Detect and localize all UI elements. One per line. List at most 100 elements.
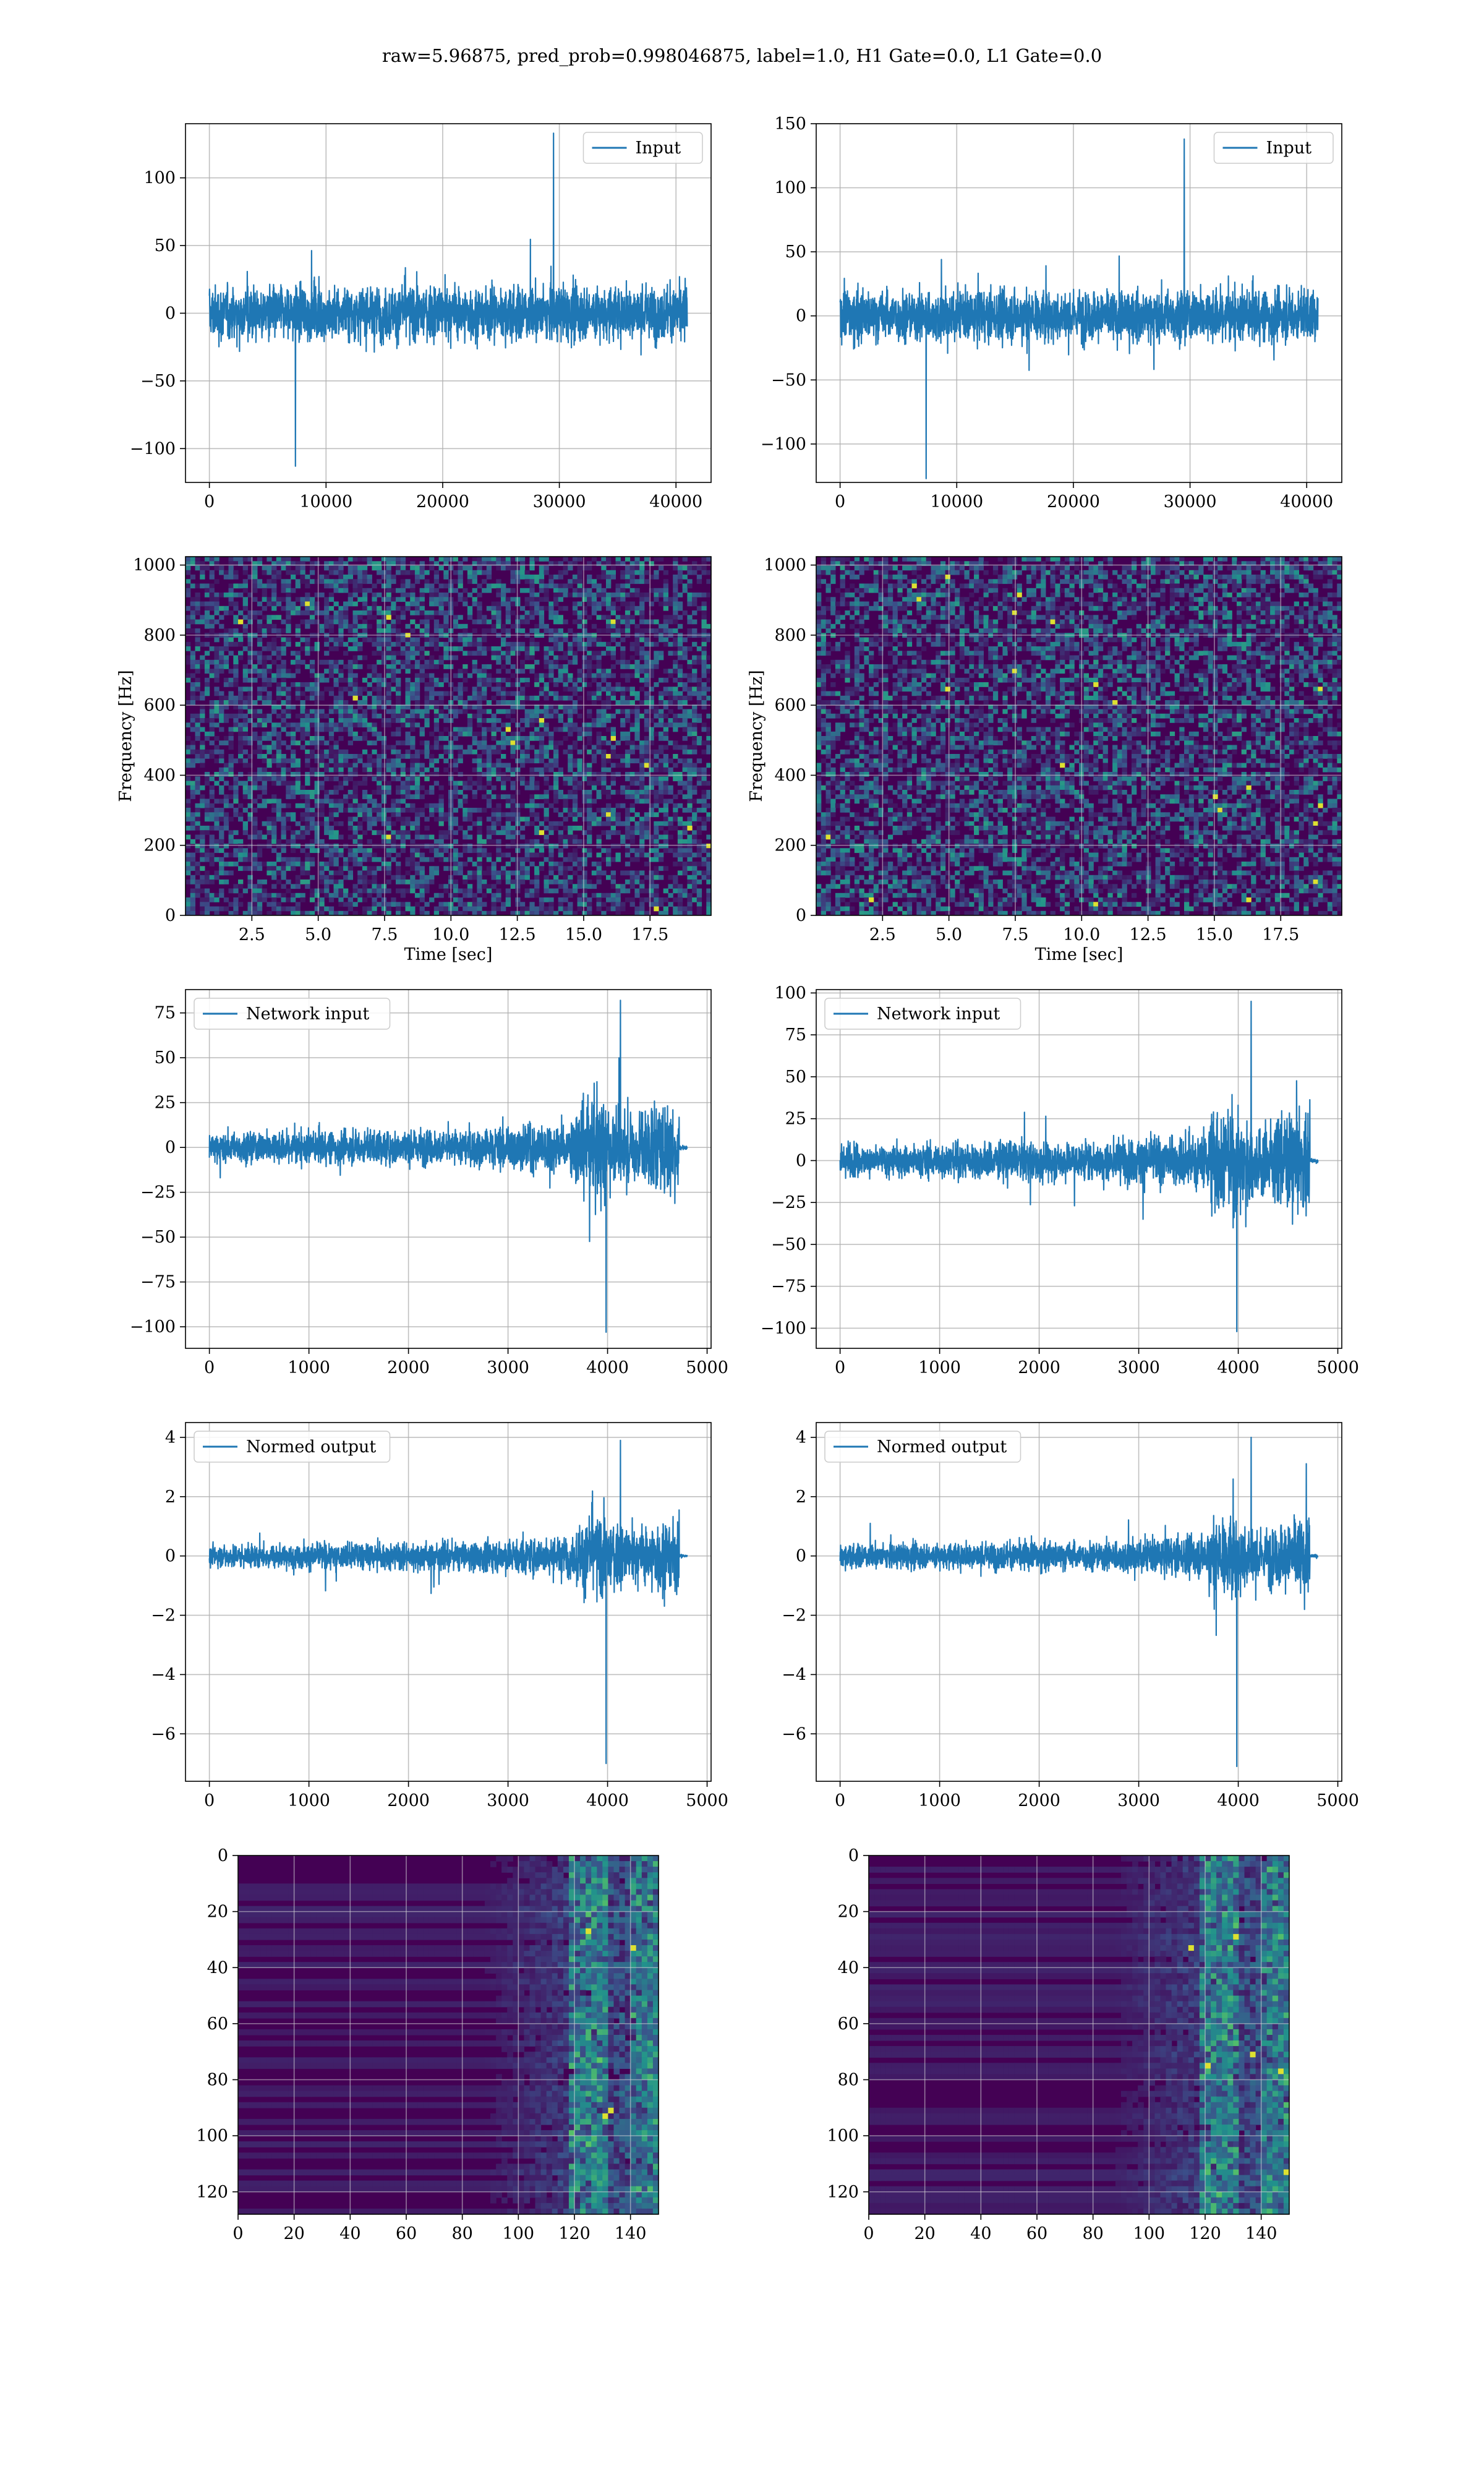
spectrogram-h1-cell — [519, 704, 526, 710]
spectrogram-h1-cell — [453, 785, 458, 790]
spectrogram-h1-cell — [333, 646, 339, 651]
spectrogram-h1-cell — [625, 606, 631, 611]
spectrogram-h1-cell — [706, 669, 712, 674]
spectrogram-h1-cell — [391, 830, 396, 836]
spectrogram-h1-cell — [534, 673, 540, 678]
spectrogram-h1-cell — [472, 619, 477, 625]
spectrogram-h1-cell — [410, 628, 416, 633]
spectrogram-h1-cell — [309, 736, 315, 741]
spectrogram-h1-cell — [219, 704, 224, 710]
spectrogram-h1-cell — [472, 659, 477, 665]
spectrogram-h1-cell — [252, 834, 258, 840]
spectrogram-h1-cell — [386, 866, 391, 871]
spectrogram-h1-cell — [377, 857, 382, 862]
spectrogram-h1-cell — [610, 870, 616, 876]
spectrogram-h1-cell — [663, 619, 668, 625]
spectrogram-h1-cell — [295, 740, 301, 746]
spectrogram-h1-cell — [505, 628, 511, 633]
spectrogram-h1-cell — [338, 736, 344, 741]
spectrogram-h1-cell — [625, 740, 631, 746]
spectrogram-h1-cell — [372, 606, 377, 611]
spectrogram-h1-cell — [539, 749, 545, 755]
spectrogram-h1-cell — [692, 673, 697, 678]
spectrogram-h1-cell — [477, 839, 482, 844]
input-h1-ytick-label: 50 — [155, 236, 176, 255]
spectrogram-h1-cell — [649, 727, 654, 732]
spectrogram-h1-cell — [242, 646, 248, 651]
spectrogram-h1-cell — [357, 812, 363, 818]
spectrogram-h1-cell — [563, 583, 568, 589]
spectrogram-h1-cell — [706, 637, 712, 643]
spectrogram-h1-cell — [267, 892, 272, 898]
spectrogram-h1-cell — [319, 870, 325, 876]
spectrogram-h1-cell — [429, 704, 435, 710]
spectrogram-h1-cell — [204, 691, 210, 696]
spectrogram-h1-cell — [606, 673, 612, 678]
spectrogram-h1-cell — [309, 687, 315, 692]
spectrogram-h1-cell — [634, 659, 640, 665]
spectrogram-h1-cell — [391, 557, 396, 562]
spectrogram-h1-cell — [639, 579, 645, 584]
spectrogram-h1-cell — [505, 888, 511, 894]
spectrogram-h1-cell — [482, 718, 487, 723]
spectrogram-h1-cell — [563, 776, 568, 782]
spectrogram-h1-cell — [582, 593, 587, 597]
spectrogram-h1-cell — [453, 870, 458, 876]
spectrogram-h1-cell — [587, 826, 592, 831]
spectrogram-h1-cell — [257, 736, 263, 741]
spectrogram-h1-cell — [319, 575, 325, 580]
spectrogram-h1-cell — [629, 870, 635, 876]
spectrogram-h1-cell — [276, 713, 282, 719]
spectrogram-h1-cell — [242, 615, 248, 620]
spectrogram-h1-cell — [505, 862, 511, 867]
spectrogram-h1-cell — [486, 575, 492, 580]
spectrogram-h1-cell — [544, 655, 549, 661]
spectrogram-h1-cell — [610, 610, 616, 615]
spectrogram-h1-cell — [582, 659, 587, 665]
spectrogram-h1-cell — [271, 628, 277, 633]
spectrogram-h1-cell — [305, 575, 310, 580]
spectrogram-h1-cell — [558, 772, 563, 777]
spectrogram-h1-cell — [209, 704, 215, 710]
spectrogram-h1-cell — [634, 826, 640, 831]
spectrogram-h1-cell — [677, 718, 683, 723]
spectrogram-h1-cell — [639, 593, 645, 597]
spectrogram-h1-cell — [477, 731, 482, 737]
spectrogram-h1-cell — [228, 583, 234, 589]
spectrogram-h1-cell — [544, 588, 549, 593]
spectrogram-h1-cell — [424, 610, 430, 615]
spectrogram-h1-cell — [649, 704, 654, 710]
spectrogram-h1-cell — [472, 794, 477, 800]
input-h1-xtick-label: 30000 — [533, 492, 586, 511]
spectrogram-h1-cell — [333, 790, 339, 795]
spectrogram-h1-cell — [414, 830, 420, 836]
spectrogram-h1-cell — [424, 570, 430, 575]
spectrogram-h1-cell — [362, 588, 368, 593]
spectrogram-h1-cell — [386, 575, 391, 580]
spectrogram-h1-cell — [663, 776, 668, 782]
spectrogram-h1-cell — [291, 830, 296, 836]
spectrogram-h1-cell — [186, 593, 191, 597]
spectrogram-h1-cell — [314, 700, 320, 705]
spectrogram-h1-cell — [687, 601, 693, 607]
spectrogram-h1-cell — [433, 641, 440, 647]
spectrogram-h1-cell — [419, 866, 425, 871]
spectrogram-h1-cell — [610, 727, 616, 732]
spectrogram-h1-cell — [467, 718, 473, 723]
spectrogram-h1-cell — [291, 812, 296, 818]
spectrogram-h1-cell — [372, 749, 377, 755]
spectrogram-h1-cell — [467, 884, 473, 889]
spectrogram-h1-cell — [377, 772, 382, 777]
spectrogram-h1-cell — [568, 794, 573, 800]
spectrogram-h1-cell — [295, 579, 301, 584]
spectrogram-h1-cell — [706, 623, 712, 629]
spectrogram-h1-cell — [534, 628, 540, 633]
spectrogram-h1-cell — [701, 740, 707, 746]
spectrogram-h1-cell — [682, 695, 688, 701]
spectrogram-h1-cell — [357, 821, 363, 826]
spectrogram-h1-cell — [629, 570, 635, 575]
spectrogram-h1-cell — [519, 857, 526, 862]
spectrogram-h1-cell — [582, 731, 587, 737]
spectrogram-h1-cell — [629, 781, 635, 786]
spectrogram-h1-cell — [377, 785, 382, 790]
